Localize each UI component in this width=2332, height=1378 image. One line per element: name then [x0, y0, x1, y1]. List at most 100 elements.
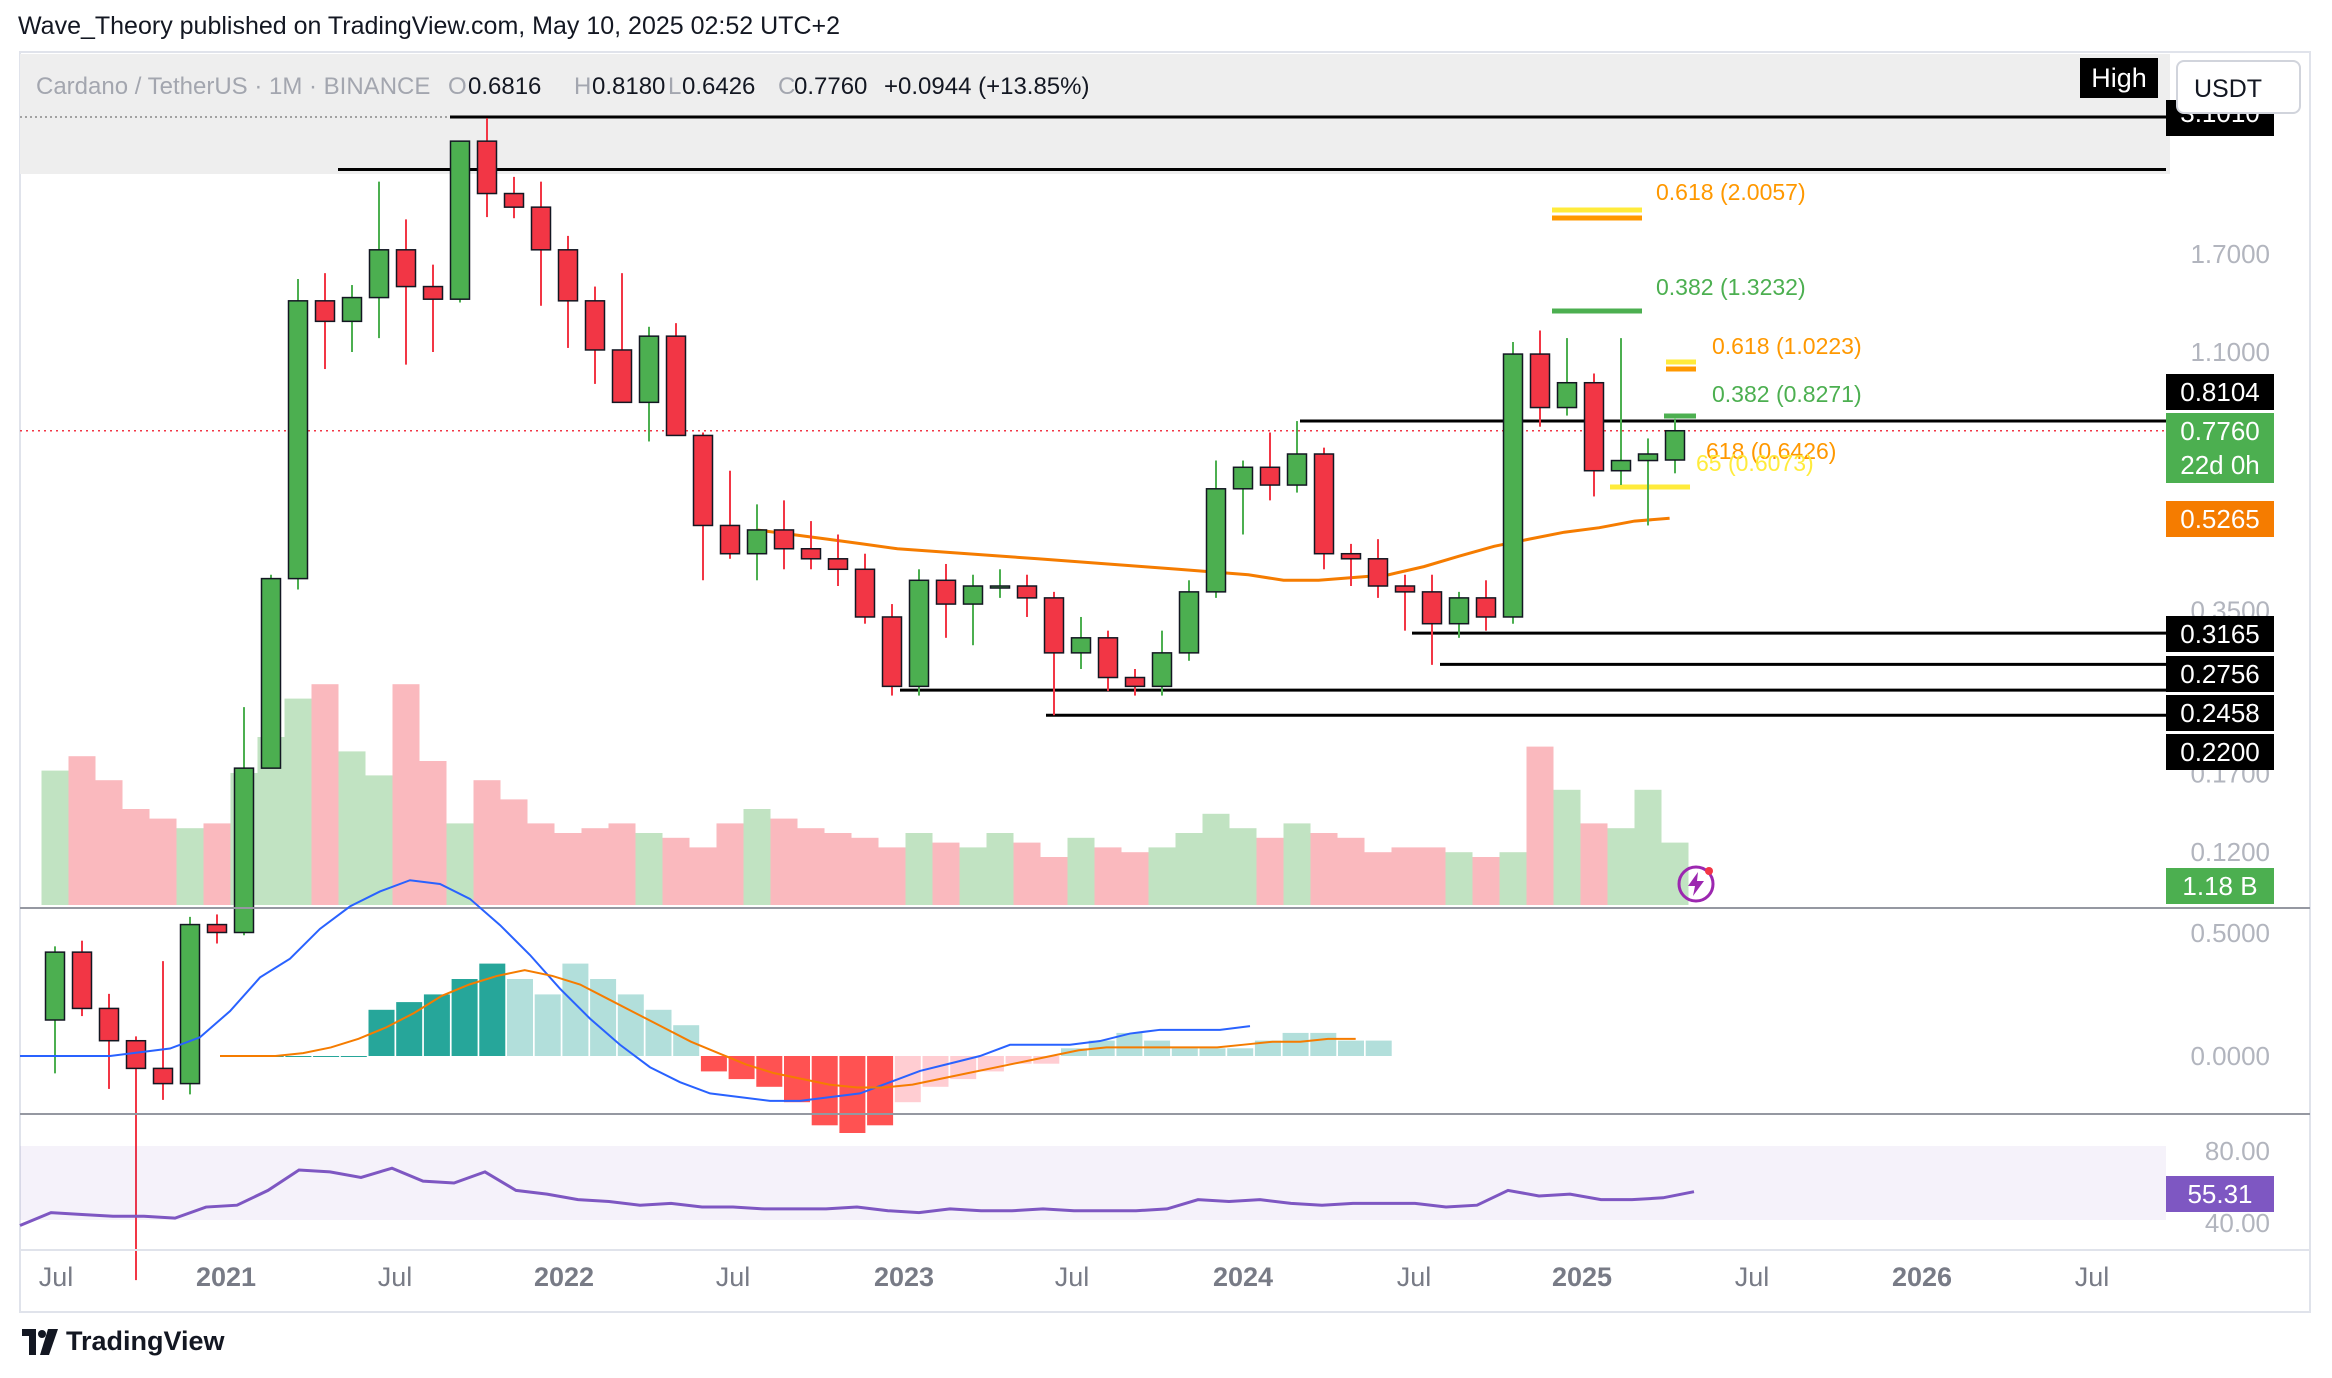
fib-label: 0.382 (0.8271): [1712, 381, 1862, 407]
volume-bar: [1229, 828, 1257, 905]
volume-bar: [473, 780, 501, 905]
volume-bar: [1013, 842, 1041, 905]
volume-bar: [338, 751, 366, 905]
candle-body: [935, 579, 957, 605]
volume-bar: [1553, 789, 1581, 905]
volume-bar: [905, 833, 933, 905]
rsi-band: [20, 1146, 2166, 1220]
candle-body: [503, 192, 525, 208]
open-value: 0.6816: [468, 73, 541, 100]
volume-bar: [1499, 852, 1527, 905]
volume-bar: [1526, 746, 1554, 905]
candle-body: [1178, 591, 1200, 654]
candle-body: [1664, 429, 1686, 461]
volume-bar: [932, 842, 960, 905]
volume-bar: [1040, 857, 1068, 905]
volume-bar: [851, 837, 879, 905]
volume-bar: [527, 823, 555, 905]
volume-bar: [176, 828, 204, 905]
macd-histogram-bar: [340, 1056, 367, 1057]
current-price-badge: 0.7760: [2180, 416, 2260, 446]
volume-bar: [770, 818, 798, 905]
volume-bar: [122, 809, 150, 905]
price-pane[interactable]: 0.618 (2.0057) 0.382 (1.3232) 0.618 (1.022…: [20, 115, 2166, 1281]
volume-bar: [446, 823, 474, 905]
macd-histogram-bar: [590, 979, 617, 1056]
volume-bar: [554, 833, 582, 905]
candle-body: [341, 296, 363, 323]
rsi-axis-tick: 40.00: [2205, 1208, 2270, 1238]
macd-histogram-bar: [728, 1056, 755, 1080]
volume-bar: [716, 823, 744, 905]
volume-bar: [1202, 813, 1230, 905]
macd-histogram-bar: [507, 979, 533, 1056]
candle-body: [773, 529, 795, 550]
volume-bar: [203, 823, 231, 905]
candle-body: [1367, 558, 1389, 587]
candle-body: [881, 616, 903, 688]
macd-histogram-bar: [1254, 1040, 1281, 1056]
volume-bar: [41, 770, 69, 905]
macd-histogram-bar: [1033, 1056, 1060, 1064]
level-badge: 0.2200: [2180, 737, 2260, 767]
currency-button[interactable]: USDT: [2176, 60, 2301, 114]
rsi-badge: 55.31: [2187, 1179, 2252, 1209]
rsi-line: [19, 1166, 1695, 1227]
volume-bar: [95, 780, 123, 905]
candle-body: [638, 335, 660, 404]
candle-body: [44, 951, 66, 1021]
volume-bar: [1634, 789, 1662, 905]
high-label: H: [574, 73, 591, 100]
brand-name: TradingView: [66, 1326, 225, 1356]
volume-bar: [1391, 847, 1419, 905]
volume-bar: [500, 799, 528, 905]
candle-body: [287, 300, 309, 580]
candle-body: [152, 1067, 174, 1085]
candle-body: [854, 568, 876, 618]
candle-body: [1502, 353, 1524, 618]
time-axis-tick: Jul: [1735, 1262, 1770, 1292]
lightning-icon[interactable]: [1676, 864, 1716, 904]
candle-body: [1556, 381, 1578, 409]
fib-label: 65 (0.6073): [1696, 450, 1814, 476]
volume-bar: [635, 833, 663, 905]
macd-axis-tick: 0.0000: [2190, 1041, 2270, 1071]
publisher-caption: Wave_Theory published on TradingView.com…: [18, 12, 840, 40]
macd-histogram-bar: [700, 1056, 727, 1072]
volume-bar: [1283, 823, 1311, 905]
fib-label: 0.618 (1.0223): [1712, 333, 1862, 359]
level-badge-bg: [2166, 695, 2274, 731]
brand[interactable]: TradingView: [22, 1326, 225, 1357]
time-axis-tick: Jul: [39, 1262, 74, 1292]
candle-body: [368, 249, 390, 299]
candle-body: [449, 140, 471, 300]
candle-body: [1313, 453, 1335, 555]
volume-badge: 1.18 B: [2182, 871, 2257, 901]
candle-body: [827, 558, 849, 571]
macd-pane[interactable]: [20, 879, 1392, 1133]
macd-histogram-bar: [673, 1025, 700, 1056]
macd-histogram-bar: [645, 1009, 672, 1056]
volume-bar: [1310, 833, 1338, 905]
macd-histogram-bar: [1171, 1048, 1198, 1056]
macd-histogram-bar: [479, 963, 506, 1056]
price-axis-tick: 0.1200: [2190, 837, 2270, 867]
candle-body: [233, 767, 255, 934]
macd-histogram-bar: [1005, 1056, 1032, 1064]
volume-bar: [1067, 837, 1095, 905]
ema-badge: 0.5265: [2180, 504, 2260, 534]
time-axis-tick: Jul: [2075, 1262, 2110, 1292]
level-badge-bg: [2166, 734, 2274, 770]
candle-body: [1340, 552, 1362, 560]
candle-body: [422, 285, 444, 300]
macd-histogram-bar: [534, 994, 561, 1056]
level-badge-bg: [2166, 656, 2274, 692]
candle-body: [692, 434, 714, 527]
volume-bar: [365, 775, 393, 905]
rsi-pane[interactable]: [19, 1146, 2166, 1227]
signal-line: [220, 969, 1356, 1089]
volume-bar: [824, 833, 852, 905]
macd-axis-tick: 0.5000: [2190, 918, 2270, 948]
level-badge: 0.2458: [2180, 698, 2260, 728]
